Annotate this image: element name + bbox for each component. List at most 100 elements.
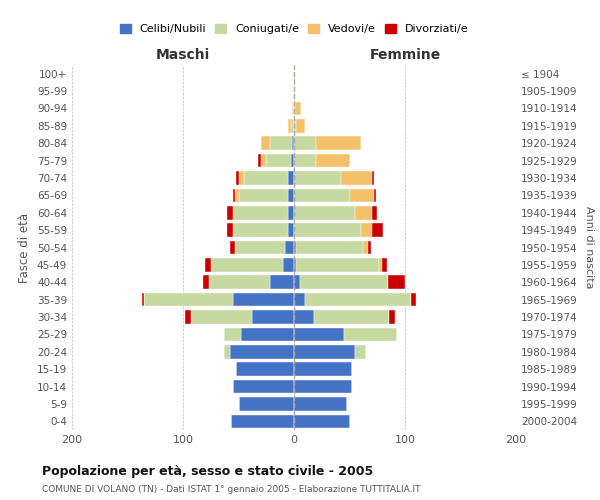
Bar [290,119,294,132]
Bar [269,276,294,289]
Bar [230,345,294,358]
Bar [294,328,344,341]
Bar [374,188,376,202]
Bar [235,240,285,254]
Bar [296,258,379,272]
Bar [355,206,372,220]
Bar [233,293,294,306]
Bar [269,136,292,150]
Bar [305,293,410,306]
Bar [239,171,244,185]
Bar [233,206,289,220]
Bar [235,188,239,202]
Text: Popolazione per età, sesso e stato civile - 2005: Popolazione per età, sesso e stato civil… [42,465,373,478]
Bar [211,258,283,272]
Bar [205,258,211,272]
Bar [230,240,235,254]
Bar [294,188,349,202]
Bar [231,414,294,428]
Bar [294,276,299,289]
Bar [283,258,294,272]
Bar [224,328,241,341]
Bar [289,171,294,185]
Bar [266,154,290,168]
Bar [289,206,294,220]
Bar [209,276,269,289]
Bar [203,276,209,289]
Bar [289,224,294,237]
Bar [294,345,355,358]
Bar [294,84,295,98]
Bar [382,258,387,272]
Bar [294,258,296,272]
Bar [292,102,293,115]
Bar [361,224,372,237]
Bar [294,414,349,428]
Bar [294,380,352,394]
Bar [372,206,377,220]
Bar [368,240,371,254]
Bar [389,310,395,324]
Bar [294,293,305,306]
Bar [293,102,294,115]
Bar [294,102,295,115]
Bar [372,171,374,185]
Bar [144,293,233,306]
Bar [233,224,289,237]
Bar [296,240,363,254]
Text: Maschi: Maschi [156,48,210,62]
Bar [294,154,316,168]
Text: Femmine: Femmine [370,48,440,62]
Bar [372,224,383,237]
Bar [292,136,294,150]
Bar [388,276,405,289]
Bar [236,362,294,376]
Bar [293,84,294,98]
Bar [239,397,294,410]
Bar [285,240,294,254]
Bar [260,154,266,168]
Bar [294,310,314,324]
Bar [294,171,341,185]
Bar [290,154,294,168]
Bar [410,293,416,306]
Bar [349,188,374,202]
Bar [224,345,230,358]
Legend: Celibi/Nubili, Coniugati/e, Vedovi/e, Divorziati/e: Celibi/Nubili, Coniugati/e, Vedovi/e, Di… [115,20,473,39]
Bar [233,380,294,394]
Bar [289,119,290,132]
Bar [379,258,382,272]
Bar [363,240,368,254]
Bar [294,397,347,410]
Text: COMUNE DI VOLANO (TN) - Dati ISTAT 1° gennaio 2005 - Elaborazione TUTTITALIA.IT: COMUNE DI VOLANO (TN) - Dati ISTAT 1° ge… [42,485,421,494]
Bar [239,188,289,202]
Bar [299,276,388,289]
Bar [314,310,389,324]
Bar [233,188,235,202]
Bar [294,240,296,254]
Bar [344,328,397,341]
Bar [341,171,372,185]
Bar [295,102,301,115]
Bar [236,171,239,185]
Y-axis label: Fasce di età: Fasce di età [19,212,31,282]
Bar [294,67,295,80]
Bar [316,154,349,168]
Bar [227,206,233,220]
Bar [259,154,260,168]
Bar [289,188,294,202]
Bar [252,310,294,324]
Bar [294,362,352,376]
Bar [142,293,144,306]
Bar [296,119,305,132]
Bar [294,224,361,237]
Y-axis label: Anni di nascita: Anni di nascita [584,206,594,289]
Bar [185,310,191,324]
Bar [241,328,294,341]
Bar [294,136,316,150]
Bar [227,224,233,237]
Bar [191,310,252,324]
Bar [294,206,355,220]
Bar [355,345,366,358]
Bar [316,136,361,150]
